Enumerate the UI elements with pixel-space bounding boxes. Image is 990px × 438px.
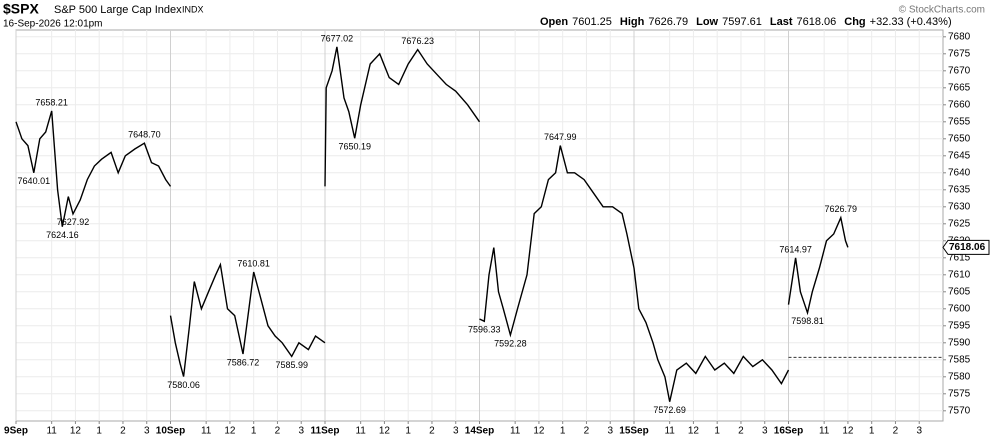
annotation: 7626.79	[825, 204, 858, 214]
y-tick-label: 7655	[948, 116, 971, 127]
annotation: 7572.69	[653, 405, 686, 415]
x-tick-label: 2	[893, 426, 899, 437]
x-tick-label: 1	[560, 426, 566, 437]
y-tick-label: 7600	[948, 303, 971, 314]
annotation: 7596.33	[468, 325, 501, 335]
y-tick-label: 7670	[948, 65, 971, 76]
annotation: 7650.19	[338, 142, 371, 152]
y-tick-label: 7590	[948, 337, 971, 348]
x-tick-label: 1	[405, 426, 411, 437]
annotation: 7648.70	[128, 130, 161, 140]
x-tick-label: 1	[869, 426, 875, 437]
x-tick-label: 3	[298, 426, 304, 437]
y-tick-label: 7575	[948, 388, 971, 399]
y-tick-label: 7645	[948, 150, 971, 161]
y-tick-label: 7665	[948, 82, 971, 93]
x-tick-label: 2	[584, 426, 590, 437]
x-tick-label: 14Sep	[465, 426, 494, 437]
y-tick-label: 7630	[948, 201, 971, 212]
annotation: 7586.72	[227, 357, 260, 367]
y-tick-label: 7660	[948, 99, 971, 110]
quote-value: 7597.61	[722, 16, 762, 28]
y-tick-label: 7605	[948, 286, 971, 297]
x-tick-label: 11	[664, 426, 675, 437]
x-tick-label: 3	[453, 426, 459, 437]
chart-subtitle: S&P 500 Large Cap Index	[54, 4, 182, 16]
annotation: 7647.99	[544, 132, 577, 142]
annotation: 7614.97	[779, 244, 812, 254]
annotation: 7580.06	[167, 380, 200, 390]
quote: Open 7601.25 High 7626.79 Low 7597.61 Last 7618…	[540, 16, 952, 28]
y-tick-label: 7635	[948, 184, 971, 195]
y-tick-label: 7595	[948, 320, 971, 331]
x-tick-label: 11	[46, 426, 57, 437]
quote-label: Last	[770, 16, 793, 28]
x-tick-label: 9Sep	[4, 426, 28, 437]
y-tick-label: 7625	[948, 218, 971, 229]
quote-value: 7618.06	[797, 16, 837, 28]
x-tick-label: 12	[70, 426, 82, 437]
x-tick-label: 2	[275, 426, 281, 437]
x-tick-label: 2	[429, 426, 435, 437]
y-tick-label: 7580	[948, 371, 971, 382]
y-tick-label: 7610	[948, 269, 971, 280]
quote-value: 7626.79	[648, 16, 688, 28]
annotation: 7627.92	[57, 217, 90, 227]
y-tick-label: 7650	[948, 133, 971, 144]
y-tick-label: 7640	[948, 167, 971, 178]
x-tick-label: 1	[251, 426, 257, 437]
x-tick-label: 11	[819, 426, 830, 437]
quote-value: +32.33 (+0.43%)	[870, 16, 952, 28]
quote-label: Low	[696, 16, 718, 28]
x-tick-label: 3	[762, 426, 768, 437]
y-tick-label: 7570	[948, 405, 971, 416]
x-tick-label: 11	[355, 426, 366, 437]
y-tick-label: 7675	[948, 48, 971, 59]
x-tick-label: 12	[688, 426, 700, 437]
quote-label: Chg	[844, 16, 865, 28]
x-tick-label: 3	[144, 426, 150, 437]
last-price-label: 7618.06	[949, 242, 986, 253]
x-tick-label: 16Sep	[774, 426, 803, 437]
annotation: 7624.16	[46, 230, 79, 240]
chart-title: $SPX	[3, 1, 39, 17]
x-tick-label: 11Sep	[311, 426, 340, 437]
x-tick-label: 1	[96, 426, 102, 437]
y-tick-label: 7680	[948, 31, 971, 42]
x-tick-label: 11	[201, 426, 212, 437]
x-tick-label: 1	[714, 426, 720, 437]
timestamp: 16-Sep-2026 12:01pm	[3, 19, 103, 30]
y-tick-label: 7615	[948, 252, 971, 263]
credit: © StockCharts.com	[899, 5, 985, 16]
y-tick-label: 7585	[948, 354, 971, 365]
x-tick-label: 2	[120, 426, 126, 437]
x-tick-label: 12	[533, 426, 545, 437]
x-tick-label: 12	[379, 426, 391, 437]
price-line	[15, 46, 849, 402]
annotation: 7585.99	[275, 360, 308, 370]
x-tick-label: 2	[738, 426, 744, 437]
exchange: INDX	[182, 4, 204, 14]
x-tick-label: 12	[842, 426, 854, 437]
last-price-tag	[942, 239, 990, 255]
x-tick-label: 11	[510, 426, 521, 437]
x-tick-label: 3	[916, 426, 922, 437]
annotation: 7658.21	[35, 97, 68, 107]
annotation: 7676.23	[401, 36, 434, 46]
annotation: 7610.81	[237, 258, 270, 268]
x-tick-label: 12	[224, 426, 236, 437]
annotation: 7640.01	[18, 176, 51, 186]
x-tick-label: 15Sep	[619, 426, 648, 437]
annotation: 7592.28	[494, 338, 527, 348]
quote-label: High	[620, 16, 645, 28]
quote-label: Open	[540, 16, 568, 28]
quote-value: 7601.25	[572, 16, 612, 28]
annotation: 7598.81	[791, 316, 824, 326]
x-tick-label: 10Sep	[156, 426, 185, 437]
x-tick-label: 3	[607, 426, 613, 437]
annotation: 7677.02	[321, 33, 354, 43]
